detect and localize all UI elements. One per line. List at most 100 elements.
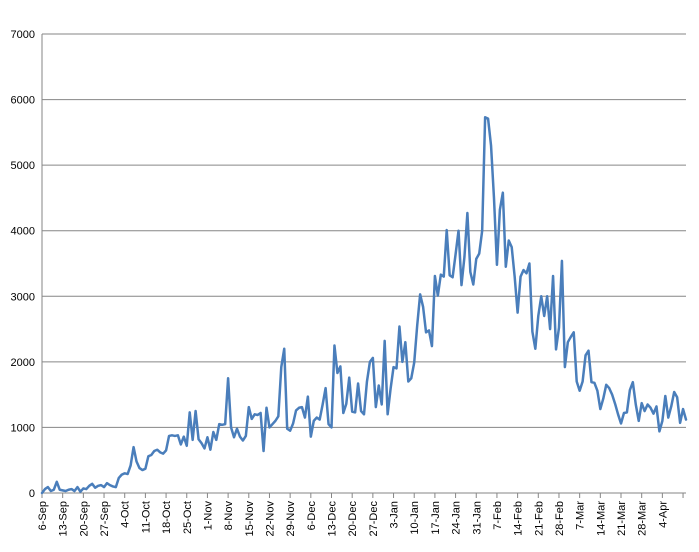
data-point <box>286 428 288 430</box>
data-point <box>248 406 250 408</box>
data-point <box>351 410 353 412</box>
data-point <box>298 407 300 409</box>
data-point <box>73 490 75 492</box>
data-point <box>348 376 350 378</box>
data-point <box>147 455 149 457</box>
data-point <box>289 430 291 432</box>
x-tick-label: 28-Feb <box>554 501 566 536</box>
x-tick-label: 31-Jan <box>471 501 483 535</box>
data-point <box>614 403 616 405</box>
data-point <box>218 423 220 425</box>
data-point <box>333 344 335 346</box>
data-point <box>171 434 173 436</box>
data-point <box>611 393 613 395</box>
data-point <box>186 445 188 447</box>
data-point <box>44 488 46 490</box>
data-point <box>67 489 69 491</box>
data-point <box>555 348 557 350</box>
data-point <box>360 410 362 412</box>
data-point <box>271 423 273 425</box>
data-point <box>121 473 123 475</box>
data-point <box>620 422 622 424</box>
data-point <box>629 389 631 391</box>
y-tick-label: 1000 <box>11 422 35 434</box>
data-point <box>112 485 114 487</box>
x-tick-label: 4-Apr <box>657 501 669 528</box>
data-point <box>440 273 442 275</box>
data-point <box>242 439 244 441</box>
x-tick-label: 14-Mar <box>595 501 607 536</box>
data-point <box>212 431 214 433</box>
data-point <box>94 487 96 489</box>
data-point <box>363 413 365 415</box>
y-tick-label: 0 <box>29 488 35 500</box>
data-point <box>528 262 530 264</box>
data-point <box>262 450 264 452</box>
data-point <box>573 331 575 333</box>
data-point <box>277 415 279 417</box>
data-point <box>254 413 256 415</box>
data-point <box>70 488 72 490</box>
data-point <box>115 486 117 488</box>
data-point <box>109 484 111 486</box>
x-tick-label: 8-Nov <box>223 501 235 531</box>
data-point <box>47 486 49 488</box>
data-point <box>301 406 303 408</box>
data-point <box>227 377 229 379</box>
data-point <box>274 420 276 422</box>
data-point <box>150 454 152 456</box>
data-point <box>265 407 267 409</box>
data-point <box>463 256 465 258</box>
data-point <box>251 418 253 420</box>
data-point <box>375 406 377 408</box>
data-point <box>369 361 371 363</box>
data-point <box>165 449 167 451</box>
data-point <box>124 472 126 474</box>
data-point <box>215 439 217 441</box>
data-point <box>177 434 179 436</box>
data-point <box>673 391 675 393</box>
x-tick-label: 17-Jan <box>430 501 442 535</box>
data-point <box>316 416 318 418</box>
data-point <box>543 315 545 317</box>
data-point <box>132 446 134 448</box>
data-point <box>632 381 634 383</box>
data-point <box>484 116 486 118</box>
x-tick-label: 6-Dec <box>306 501 318 531</box>
data-point <box>383 340 385 342</box>
data-point <box>401 361 403 363</box>
data-point <box>578 390 580 392</box>
data-point <box>516 311 518 313</box>
data-point <box>499 209 501 211</box>
data-point <box>646 403 648 405</box>
data-point <box>162 452 164 454</box>
data-point <box>64 490 66 492</box>
data-point <box>392 366 394 368</box>
data-point <box>138 467 140 469</box>
x-tick-label: 21-Mar <box>616 501 628 536</box>
data-point <box>590 381 592 383</box>
data-point <box>617 413 619 415</box>
data-point <box>584 354 586 356</box>
data-point <box>389 388 391 390</box>
data-point <box>168 435 170 437</box>
data-point <box>236 428 238 430</box>
data-point <box>443 275 445 277</box>
y-tick-label: 6000 <box>11 95 35 107</box>
data-point <box>626 411 628 413</box>
data-point <box>608 387 610 389</box>
data-point <box>233 436 235 438</box>
data-point <box>549 328 551 330</box>
data-point <box>416 325 418 327</box>
data-point <box>596 390 598 392</box>
data-point <box>209 449 211 451</box>
data-point <box>457 230 459 232</box>
data-point <box>141 469 143 471</box>
data-point <box>53 489 55 491</box>
data-point <box>135 460 137 462</box>
data-point <box>256 414 258 416</box>
data-point <box>478 252 480 254</box>
data-point <box>191 439 193 441</box>
data-point <box>180 443 182 445</box>
